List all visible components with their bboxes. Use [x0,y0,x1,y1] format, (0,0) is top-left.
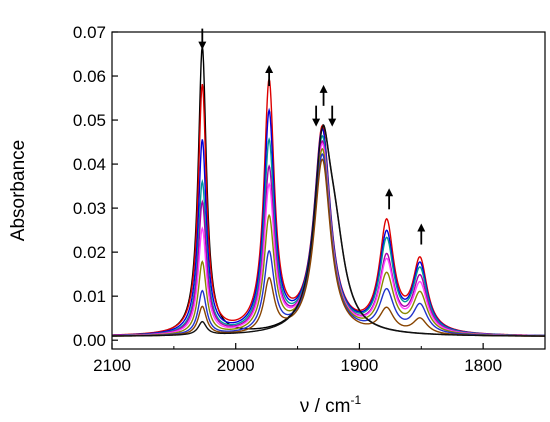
y-axis-title: Absorbance [8,140,29,241]
down-arrow-icon [328,105,337,127]
y-axis-ticks: 0.00 0.01 0.02 0.03 0.04 0.05 0.06 0.07 [73,23,118,350]
spectrum-line-4 [111,134,546,337]
x-tick-label: 1900 [341,356,379,375]
x-axis-ticks: 2100 2000 1900 1800 [93,343,546,375]
y-tick-label: 0.06 [73,67,106,86]
x-axis-title-superscript: -1 [351,393,362,407]
x-tick-label: 2000 [217,356,255,375]
up-arrow-icon [319,84,328,106]
y-tick-label: 0.05 [73,111,106,130]
y-tick-label: 0.01 [73,287,106,306]
spectra-series-group [111,46,546,337]
spectrum-line-10 [112,125,545,337]
spectrum-line-3 [111,107,546,337]
arrow-annotations [198,28,426,245]
spectrum-line-5 [111,139,546,337]
up-arrow-icon [265,65,274,87]
spectrum-line-6 [112,142,545,337]
down-arrow-icon [198,28,207,50]
plot-frame [111,31,546,350]
x-axis-title: ν / cm-1 [300,393,362,417]
x-tick-label: 1800 [464,356,502,375]
y-tick-label: 0.02 [73,243,106,262]
up-arrow-icon [417,223,426,245]
down-arrow-icon [312,105,321,127]
y-tick-label: 0.00 [73,331,106,350]
y-tick-label: 0.07 [73,23,106,42]
y-tick-label: 0.03 [73,199,106,218]
x-tick-label: 2100 [93,356,131,375]
y-tick-label: 0.04 [73,155,106,174]
up-arrow-icon [385,188,394,210]
x-axis-title-main: ν / cm [300,396,351,417]
